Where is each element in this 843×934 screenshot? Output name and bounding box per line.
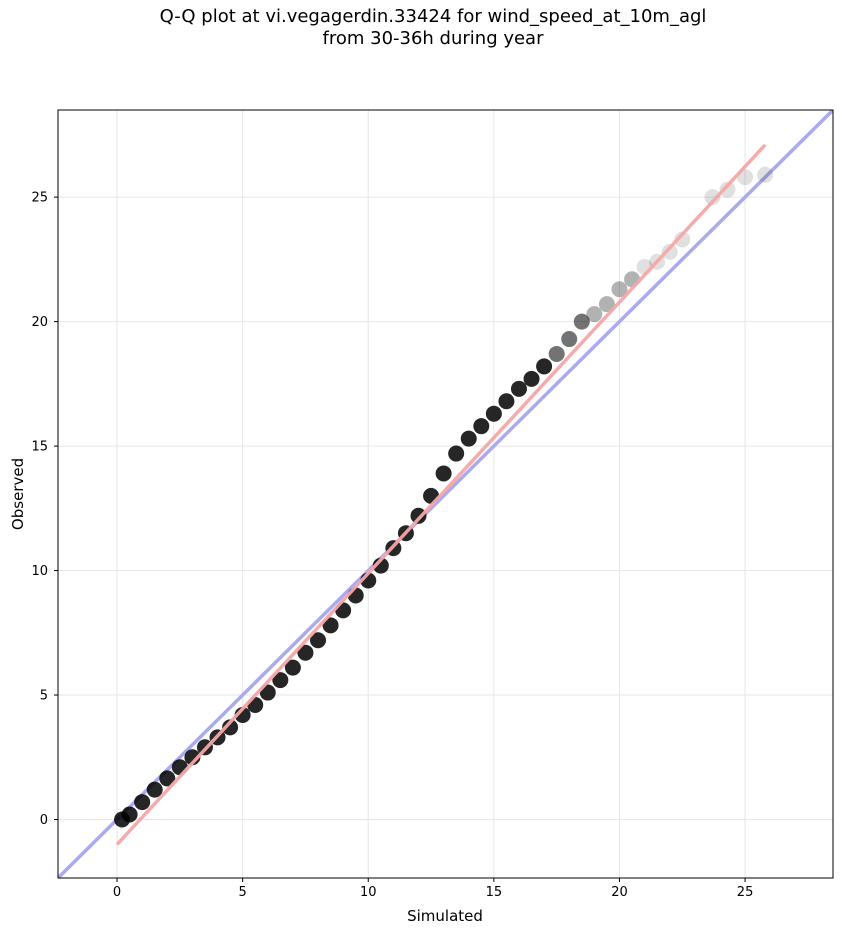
- y-tick-label: 0: [40, 813, 48, 828]
- quantile-point: [272, 672, 289, 689]
- quantile-point: [473, 418, 490, 435]
- plot-frame: [57, 109, 834, 879]
- identity-line-group: [58, 110, 833, 878]
- x-tick-label: 20: [611, 885, 628, 900]
- y-tick-label: 25: [31, 191, 48, 206]
- y-axis-label: Observed: [9, 458, 27, 530]
- quantile-point: [548, 345, 565, 362]
- quantile-point: [704, 189, 721, 206]
- quantile-point: [146, 781, 163, 798]
- identity-line: [58, 110, 833, 878]
- x-tick-label: 0: [113, 885, 121, 900]
- x-axis-ticks: 0 5 10 15 20 25: [113, 878, 753, 900]
- quantile-point: [159, 770, 176, 787]
- quantile-point: [310, 632, 327, 649]
- quantile-point: [322, 617, 339, 634]
- y-tick-label: 5: [40, 689, 48, 704]
- quantile-point: [410, 507, 427, 524]
- quantile-point: [598, 296, 615, 313]
- quantile-point: [536, 358, 553, 375]
- quantile-point: [485, 405, 502, 422]
- quantile-point: [297, 644, 314, 661]
- quantile-point: [460, 430, 477, 447]
- quantile-point: [586, 306, 603, 323]
- quantile-point: [347, 587, 364, 604]
- grid-lines: [58, 110, 833, 878]
- quantile-point: [134, 794, 151, 811]
- quantile-point: [284, 659, 301, 676]
- quantile-point: [757, 166, 774, 183]
- quantile-point: [523, 370, 540, 387]
- x-axis-label: Simulated: [407, 907, 483, 925]
- quantile-point: [448, 445, 465, 462]
- y-tick-label: 20: [31, 315, 48, 330]
- x-tick-label: 5: [239, 885, 247, 900]
- quantile-point: [222, 719, 239, 736]
- quantile-point: [674, 231, 691, 248]
- y-tick-label: 10: [31, 564, 48, 579]
- x-tick-label: 10: [360, 885, 377, 900]
- quantile-point: [719, 181, 736, 198]
- y-tick-label: 15: [31, 440, 48, 455]
- x-tick-label: 25: [737, 885, 754, 900]
- x-tick-label: 15: [486, 885, 503, 900]
- quantile-point: [561, 331, 578, 348]
- quantile-point: [510, 380, 527, 397]
- fit-line: [115, 143, 767, 846]
- quantile-point: [121, 806, 138, 823]
- chart-title-line-1: Q-Q plot at vi.vegagerdin.33424 for wind…: [159, 6, 707, 27]
- quantile-point: [611, 281, 628, 298]
- quantile-point: [435, 465, 452, 482]
- chart-title-line-2: from 30-36h during year: [322, 28, 544, 49]
- quantile-point: [573, 313, 590, 330]
- y-axis-ticks: 0 5 10 15 20 25: [31, 191, 58, 828]
- chart-title: Q-Q plot at vi.vegagerdin.33424 for wind…: [0, 6, 843, 50]
- fit-line-group: [115, 143, 767, 846]
- quantile-point: [498, 393, 515, 410]
- quantile-point: [661, 243, 678, 260]
